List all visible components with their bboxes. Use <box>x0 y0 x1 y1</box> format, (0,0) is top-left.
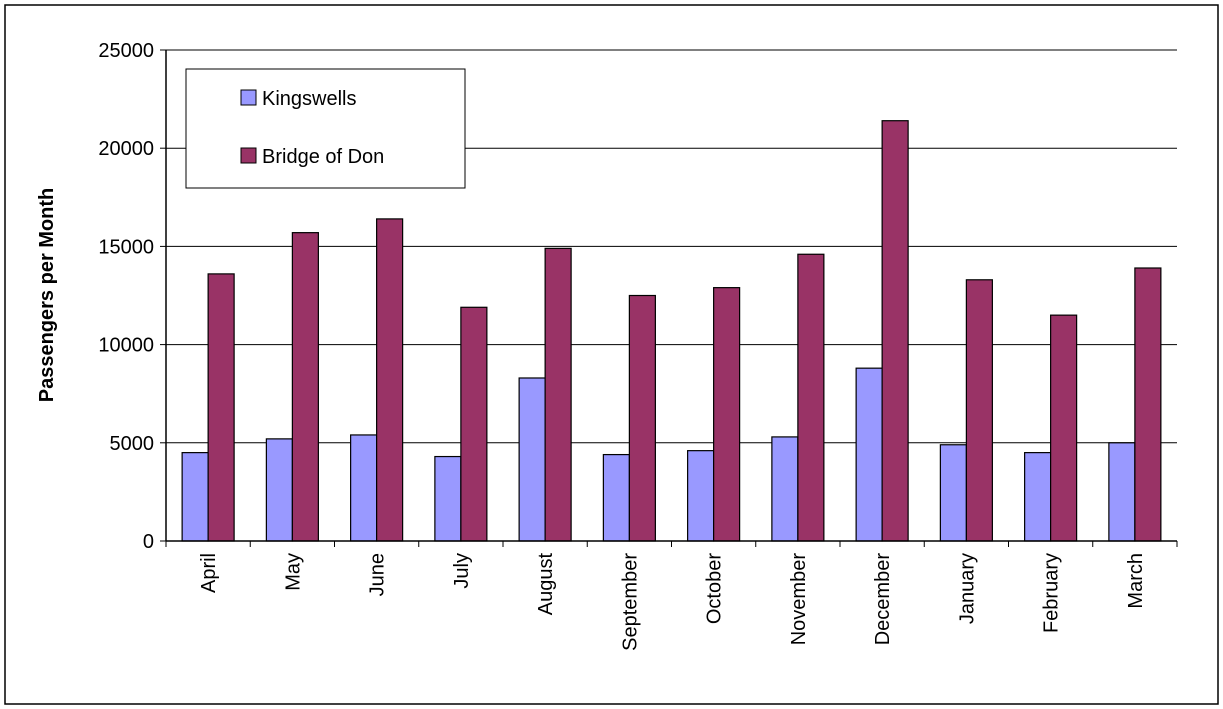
y-tick-label: 15000 <box>98 236 154 258</box>
bar-kingswells-january <box>939 444 967 542</box>
legend-label: Kingswells <box>262 88 356 110</box>
x-tick-label: May <box>282 553 304 591</box>
bar-bridge-of-don-april <box>207 273 235 542</box>
bar-kingswells-may <box>265 438 293 542</box>
y-axis-label: Passengers per Month <box>36 188 58 403</box>
bar-bridge-of-don-december <box>881 120 909 542</box>
bar-bridge-of-don-june <box>376 218 404 542</box>
bar-kingswells-march <box>1108 442 1136 542</box>
legend-swatch <box>240 147 257 164</box>
y-tick-labels: 0 5000 10000 15000 20000 25000 <box>98 40 154 553</box>
bar-bridge-of-don-july <box>460 306 488 542</box>
bar-kingswells-december <box>855 367 883 542</box>
x-tick-label: July <box>451 553 473 589</box>
bar-bridge-of-don-january <box>965 279 993 542</box>
bar-kingswells-august <box>518 377 546 542</box>
x-tick-label: June <box>367 553 389 596</box>
x-tick-label: November <box>788 553 810 646</box>
y-tick-label: 10000 <box>98 335 154 357</box>
legend: Kingswells Bridge of Don <box>185 68 466 189</box>
bar-kingswells-october <box>687 450 715 542</box>
bar-bridge-of-don-august <box>544 247 572 542</box>
y-tick-label: 20000 <box>98 138 154 160</box>
y-tick-label: 5000 <box>110 433 155 455</box>
x-tick-label: September <box>619 553 641 651</box>
bars <box>181 120 1162 542</box>
x-tick-label: April <box>198 553 220 593</box>
x-tick-label: February <box>1041 553 1063 633</box>
bar-bridge-of-don-november <box>797 253 825 542</box>
y-tick-label: 0 <box>143 531 154 553</box>
x-tick-label: December <box>872 553 894 646</box>
x-tick-label: March <box>1125 553 1147 609</box>
x-tick-label: January <box>956 553 978 624</box>
axes <box>160 49 1178 547</box>
bar-kingswells-february <box>1024 452 1052 542</box>
y-tick-label: 25000 <box>98 40 154 62</box>
legend-box <box>185 68 466 189</box>
bar-kingswells-april <box>181 452 209 542</box>
bar-kingswells-july <box>434 455 462 542</box>
bar-bridge-of-don-may <box>291 232 319 542</box>
bar-kingswells-november <box>771 436 799 542</box>
bar-bridge-of-don-february <box>1050 314 1078 542</box>
legend-swatch <box>240 89 257 106</box>
x-tick-label: August <box>535 553 557 616</box>
gridlines <box>166 49 1177 444</box>
bar-bridge-of-don-october <box>713 287 741 542</box>
bar-bridge-of-don-march <box>1134 267 1162 542</box>
x-tick-labels: April May June July August September October No… <box>198 553 1147 651</box>
legend-label: Bridge of Don <box>262 146 384 168</box>
bar-bridge-of-don-september <box>628 294 656 542</box>
bar-kingswells-june <box>350 434 378 542</box>
bar-kingswells-september <box>602 453 630 542</box>
x-tick-label: October <box>704 553 726 624</box>
